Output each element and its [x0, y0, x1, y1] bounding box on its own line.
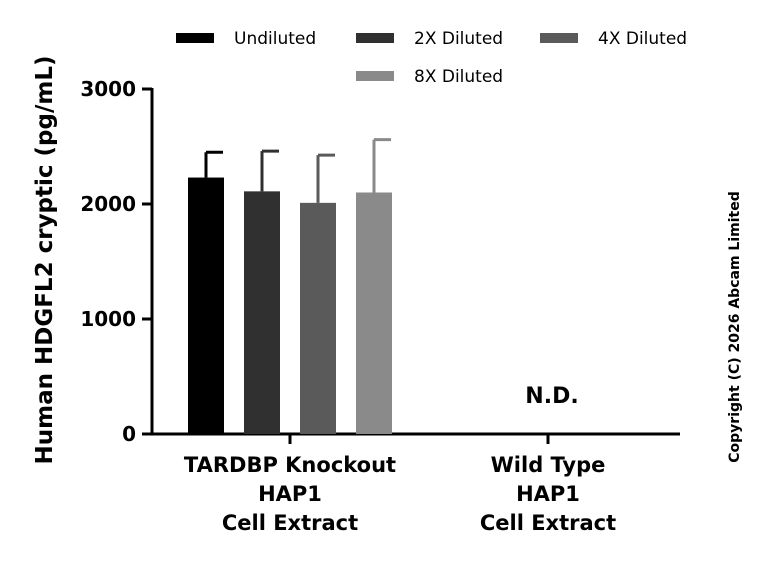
- category-label: Wild Type: [491, 453, 606, 477]
- category-label: Cell Extract: [480, 511, 616, 535]
- not-detected-annotation: N.D.: [525, 384, 578, 409]
- legend-label: 8X Diluted: [414, 67, 503, 87]
- legend-label: Undiluted: [234, 29, 316, 49]
- y-tick-label: 1000: [80, 307, 136, 331]
- category-label: HAP1: [258, 482, 322, 506]
- category-label: Cell Extract: [222, 511, 358, 535]
- bar: [356, 192, 392, 434]
- copyright-text: Copyright (C) 2026 Abcam Limited: [727, 191, 743, 462]
- y-tick-label: 2000: [80, 192, 136, 216]
- category-label: TARDBP Knockout: [184, 453, 396, 477]
- legend-swatch: [540, 33, 578, 43]
- bar: [300, 202, 336, 434]
- legend-swatch: [356, 71, 394, 81]
- y-tick-label: 0: [122, 422, 136, 446]
- legend: Undiluted 2X Diluted 4X Diluted 8X Diluted: [176, 29, 687, 87]
- legend-label: 4X Diluted: [598, 29, 687, 49]
- category-label: HAP1: [516, 482, 580, 506]
- legend-swatch: [176, 33, 214, 43]
- legend-label: 2X Diluted: [414, 29, 503, 49]
- y-tick-label: 3000: [80, 77, 136, 101]
- plot-area: 0 1000 2000 3000 TARDBP Knockout HAP1 Cell Ext…: [80, 77, 680, 535]
- legend-swatch: [356, 33, 394, 43]
- bar: [188, 177, 224, 435]
- y-axis-label: Human HDGFL2 cryptic (pg/mL): [32, 55, 58, 464]
- bar: [244, 191, 280, 434]
